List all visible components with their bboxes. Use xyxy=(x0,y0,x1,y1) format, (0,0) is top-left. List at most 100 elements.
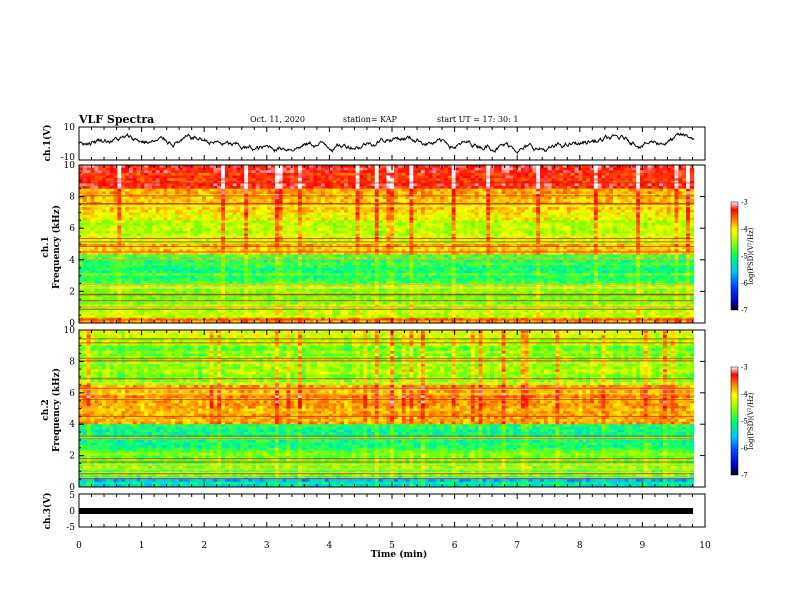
spectrogram-cell xyxy=(398,212,402,215)
spectrogram-cell xyxy=(559,173,563,176)
spectrogram-cell xyxy=(156,183,160,186)
spectrogram-cell xyxy=(421,176,425,179)
spectrogram-cell xyxy=(436,183,440,186)
spectrogram-cell xyxy=(240,199,244,202)
spectrogram-cell xyxy=(348,176,352,179)
spectrogram-cell xyxy=(160,170,164,173)
spectrogram-cell xyxy=(532,189,536,192)
spectrogram-cell xyxy=(390,189,394,192)
spectrogram-cell xyxy=(256,168,260,171)
spectrogram-cell xyxy=(363,207,367,210)
spectrogram-cell xyxy=(544,207,548,210)
spectrogram-cell xyxy=(148,176,152,179)
spectrogram-cell xyxy=(340,199,344,202)
spectrogram-cell xyxy=(233,197,237,200)
spectrogram-cell xyxy=(671,183,675,186)
spectrogram-cell xyxy=(286,191,290,194)
spectrogram-cell xyxy=(448,173,452,176)
spectrogram-cell xyxy=(394,178,398,181)
spectrogram-cell xyxy=(140,212,144,215)
spectrogram-cell xyxy=(659,186,663,189)
spectrogram-cell xyxy=(321,186,325,189)
spectrogram-cell xyxy=(544,183,548,186)
spectrogram-cell xyxy=(175,199,179,202)
spectrogram-cell xyxy=(91,170,95,173)
spectrogram-cell xyxy=(237,173,241,176)
spectrogram-cell xyxy=(402,210,406,213)
spectrogram-cell xyxy=(129,191,133,194)
spectrogram-cell xyxy=(648,191,652,194)
spectrogram-cell xyxy=(321,207,325,210)
spectrogram-cell xyxy=(221,173,225,176)
spectrogram-cell xyxy=(671,186,675,189)
spectrogram-cell xyxy=(110,178,114,181)
spectrogram-cell xyxy=(582,183,586,186)
spectrogram-cell xyxy=(279,176,283,179)
spectrogram-cell xyxy=(536,170,540,173)
spectrogram-cell xyxy=(379,189,383,192)
spectrogram-cell xyxy=(559,183,563,186)
spectrogram-cell xyxy=(340,178,344,181)
spectrogram-cell xyxy=(333,168,337,171)
spectrogram-cell xyxy=(137,173,141,176)
spectrogram-cell xyxy=(294,191,298,194)
spectrogram-cell xyxy=(275,189,279,192)
spectrogram-cell xyxy=(609,183,613,186)
spectrogram-cell xyxy=(125,173,129,176)
spectrogram-cell xyxy=(525,212,529,215)
spectrogram-cell xyxy=(613,168,617,171)
spectrogram-cell xyxy=(313,178,317,181)
spectrogram-cell xyxy=(114,191,118,194)
spectrogram-cell xyxy=(202,207,206,210)
spectrogram-cell xyxy=(98,191,102,194)
spectrogram-cell xyxy=(394,199,398,202)
spectrogram-cell xyxy=(578,183,582,186)
spectrogram-cell xyxy=(513,170,517,173)
spectrogram-cell xyxy=(575,199,579,202)
spectrogram-cell xyxy=(179,186,183,189)
spectrogram-cell xyxy=(233,183,237,186)
spectrogram-cell xyxy=(386,183,390,186)
spectrogram-cell xyxy=(152,183,156,186)
spectrogram-cell xyxy=(202,197,206,200)
spectrogram-cell xyxy=(194,207,198,210)
spectrogram-cell xyxy=(479,207,483,210)
spectrogram-cell xyxy=(456,168,460,171)
spectrogram-cell xyxy=(187,186,191,189)
spectrogram-cell xyxy=(233,170,237,173)
spectrogram-cell xyxy=(94,197,98,200)
spectrogram-cell xyxy=(525,176,529,179)
spectrogram-cell xyxy=(671,176,675,179)
spectrogram-cell xyxy=(129,212,133,215)
spectrogram-cell xyxy=(83,178,87,181)
spectrogram-cell xyxy=(325,173,329,176)
spectrogram-cell xyxy=(325,176,329,179)
spectrogram-cell xyxy=(448,207,452,210)
spectrogram-cell xyxy=(179,176,183,179)
spectrogram-cell xyxy=(417,210,421,213)
spectrogram-cell xyxy=(678,197,682,200)
spectrogram-cell xyxy=(394,210,398,213)
spectrogram-cell xyxy=(659,199,663,202)
spectrogram-cell xyxy=(502,183,506,186)
spectrogram-cell xyxy=(383,189,387,192)
spectrogram-cell xyxy=(217,186,221,189)
spectrogram-cell xyxy=(521,170,525,173)
spectrogram-cell xyxy=(602,199,606,202)
spectrogram-cell xyxy=(352,189,356,192)
spectrogram-cell xyxy=(260,199,264,202)
spectrogram-cell xyxy=(244,191,248,194)
spectrogram-cell xyxy=(602,191,606,194)
spectrogram-cell xyxy=(363,191,367,194)
spectrogram-cell xyxy=(156,168,160,171)
spectrogram-cell xyxy=(190,207,194,210)
spectrogram-cell xyxy=(152,176,156,179)
spectrogram-cell xyxy=(486,183,490,186)
spectrogram-cell xyxy=(567,186,571,189)
spectrogram-cell xyxy=(229,170,233,173)
spectrogram-cell xyxy=(298,170,302,173)
spectrogram-cell xyxy=(406,207,410,210)
spectrogram-cell xyxy=(678,183,682,186)
spectrogram-cell xyxy=(505,178,509,181)
spectrogram-cell xyxy=(171,210,175,213)
